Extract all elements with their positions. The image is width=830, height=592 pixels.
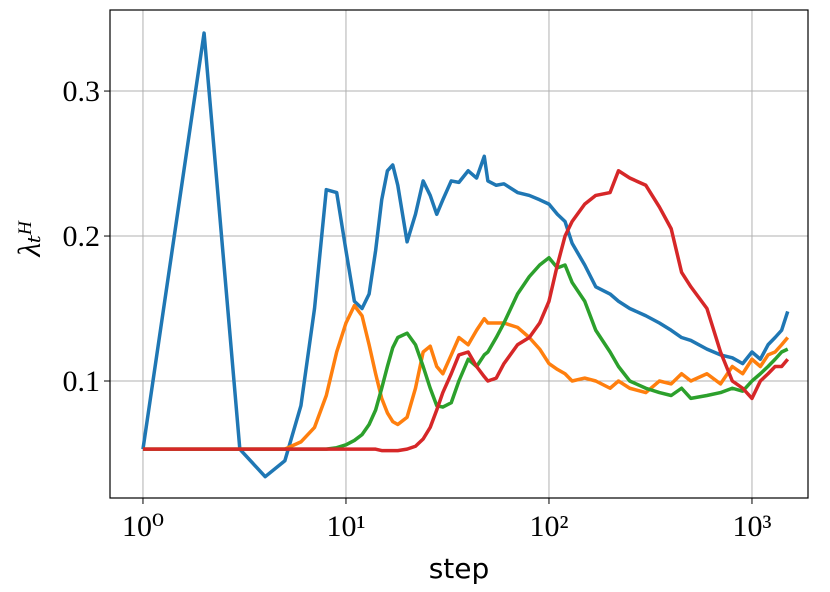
y-tick-label: 0.2 [63,220,101,253]
series-line [141,31,790,479]
x-tick-label: 10³ [732,510,771,543]
series-line [142,169,790,453]
x-axis-label: step [429,552,490,585]
plot-frame [109,9,809,499]
series-line [142,256,789,451]
x-tick-label: 10¹ [326,510,365,543]
grid [110,10,808,498]
lines [141,31,790,479]
x-tick-label: 10² [529,510,568,543]
series-line [142,303,790,451]
y-tick-label: 0.3 [63,75,101,108]
y-tick-label: 0.1 [63,365,101,398]
y-axis-label: λₜᴴ [11,220,47,258]
x-tick-label: 10⁰ [122,510,164,543]
